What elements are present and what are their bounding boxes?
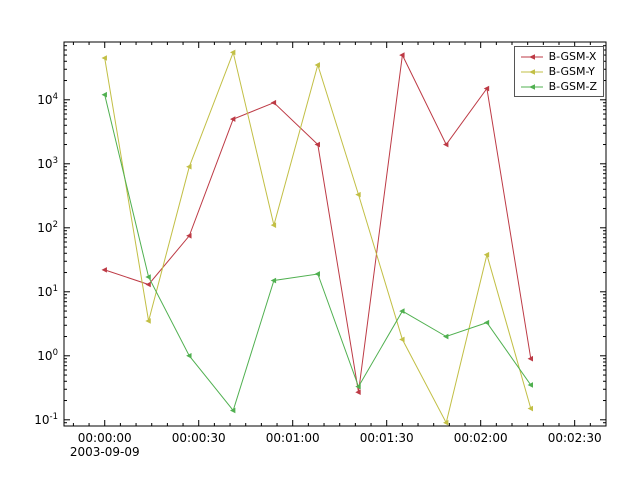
data-point-marker xyxy=(145,281,151,288)
series-B-GSM-X xyxy=(101,52,534,395)
data-point-marker xyxy=(101,91,107,98)
data-point-marker xyxy=(101,267,107,273)
legend-label: B-GSM-Y xyxy=(548,65,595,78)
legend-entry: B-GSM-Y xyxy=(519,65,597,78)
data-point-marker xyxy=(229,116,236,122)
x-axis-date-label: 2003-09-09 xyxy=(70,445,140,459)
plot-border xyxy=(63,41,607,427)
x-tick-label: 00:01:30 xyxy=(360,431,414,445)
series-B-GSM-Z xyxy=(101,91,534,414)
y-tick-label: 104 xyxy=(37,92,58,107)
data-point-marker xyxy=(443,141,449,148)
data-point-marker xyxy=(483,319,490,326)
data-point-marker xyxy=(355,389,361,395)
data-point-marker xyxy=(483,85,490,92)
data-point-marker xyxy=(314,271,320,277)
data-point-marker xyxy=(270,99,277,106)
y-tick-label: 101 xyxy=(37,284,58,299)
data-point-marker xyxy=(443,419,449,426)
data-point-marker xyxy=(483,251,490,258)
legend-entry: B-GSM-X xyxy=(519,50,597,63)
data-point-marker xyxy=(229,49,236,56)
x-tick-label: 00:00:00 xyxy=(78,431,132,445)
data-point-marker xyxy=(145,274,151,280)
data-point-marker xyxy=(145,318,151,324)
data-point-marker xyxy=(270,277,277,284)
data-point-marker xyxy=(355,191,361,198)
data-point-marker xyxy=(186,163,192,170)
legend-label: B-GSM-X xyxy=(548,50,597,63)
data-point-marker xyxy=(527,382,534,388)
data-point-marker xyxy=(101,55,107,61)
data-point-marker xyxy=(527,355,534,362)
data-point-marker xyxy=(399,52,405,58)
series-B-GSM-Y xyxy=(101,49,534,426)
data-point-marker xyxy=(186,352,192,359)
legend-label: B-GSM-Z xyxy=(548,80,597,93)
x-tick-label: 00:01:00 xyxy=(266,431,320,445)
y-tick-label: 10-1 xyxy=(34,412,58,427)
data-point-marker xyxy=(229,407,236,414)
y-tick-label: 100 xyxy=(37,348,58,363)
y-tick-label: 102 xyxy=(37,220,58,235)
data-point-marker xyxy=(314,62,320,68)
legend-entry: B-GSM-Z xyxy=(519,80,597,93)
data-point-marker xyxy=(270,222,277,228)
x-tick-label: 00:02:00 xyxy=(454,431,508,445)
data-point-marker xyxy=(527,405,534,412)
data-point-marker xyxy=(443,333,449,340)
x-tick-label: 00:00:30 xyxy=(172,431,226,445)
data-point-marker xyxy=(314,141,320,148)
y-tick-label: 103 xyxy=(37,156,58,171)
data-point-marker xyxy=(399,336,405,343)
legend-line-sample xyxy=(520,68,543,75)
data-point-marker xyxy=(355,383,361,390)
legend-line-sample xyxy=(520,53,543,60)
data-point-marker xyxy=(399,308,405,314)
legend-line-sample xyxy=(520,83,543,90)
x-tick-label: 00:02:30 xyxy=(548,431,602,445)
legend: B-GSM-X B-GSM-Y B-GSM-Z xyxy=(513,46,604,97)
data-point-marker xyxy=(186,232,192,239)
